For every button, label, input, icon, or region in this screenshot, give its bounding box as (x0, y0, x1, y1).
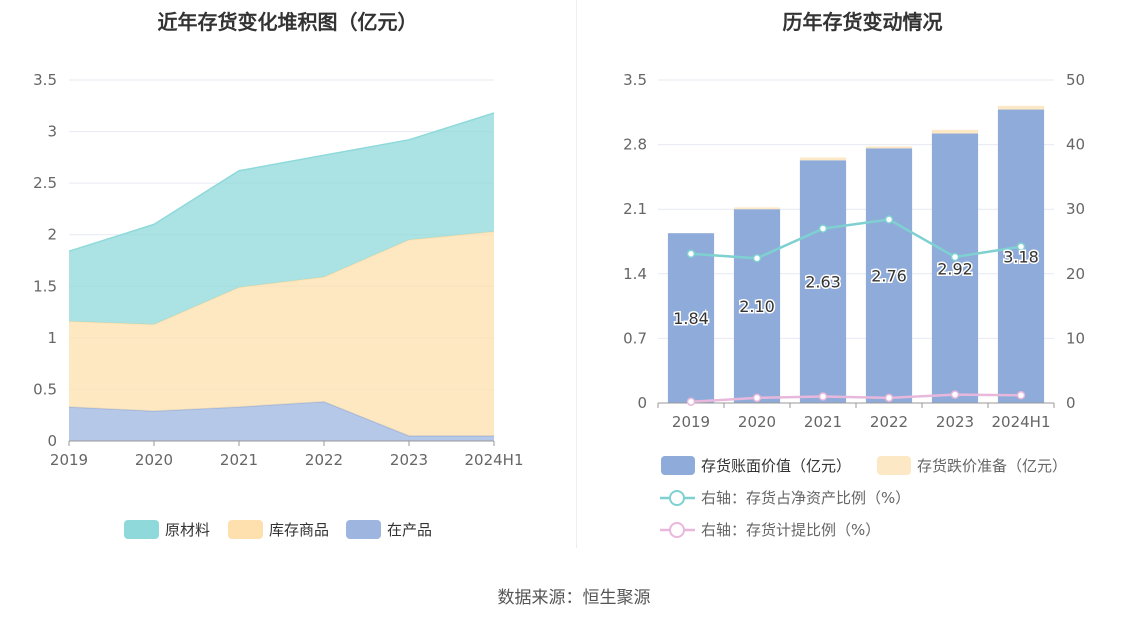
provision-ratio-line-point (884, 393, 894, 403)
provision-ratio-line-point (950, 390, 960, 399)
left-x-tick-label: 2019 (50, 451, 88, 469)
legend-net-asset-ratio-label: 右轴：存货占净资产比例（%） (701, 489, 910, 507)
legend-provision-ratio-marker (669, 522, 685, 538)
legend-impairment-reserve-label: 存货跌价准备（亿元） (917, 457, 1067, 475)
net-asset-ratio-line-point (1016, 242, 1026, 251)
right-y-tick-label: 2.8 (623, 136, 647, 154)
impairment-reserve-bar (931, 129, 979, 134)
legend-book-value-swatch (661, 456, 695, 475)
book-value-data-label: 1.84 (673, 309, 709, 328)
left-y-tick-label: 3 (47, 123, 57, 141)
provision-ratio-line-point (1016, 390, 1026, 400)
legend-raw-material-label: 原材料 (165, 521, 210, 539)
right-y-tick-label: 0 (637, 394, 647, 412)
left-x-tick-label: 2024H1 (465, 451, 524, 469)
book-value-bar (733, 209, 781, 403)
legend-finished-goods-label: 库存商品 (269, 521, 329, 539)
legend-net-asset-ratio-marker (669, 490, 685, 506)
provision-ratio-line-point (752, 393, 762, 403)
impairment-reserve-bar (865, 146, 913, 149)
left-chart-title: 近年存货变化堆积图（亿元） (157, 10, 418, 34)
right-y2-tick-label: 0 (1066, 394, 1076, 412)
provision-ratio-line (690, 393, 1022, 403)
net-asset-ratio-line-point (752, 254, 762, 263)
book-value-data-label: 2.76 (871, 267, 907, 286)
left-x-tick-label: 2023 (390, 451, 428, 469)
left-x-tick-label: 2020 (135, 451, 173, 469)
right-chart-title: 历年存货变动情况 (782, 10, 943, 34)
finished-goods-area (69, 231, 494, 436)
right-y2-tick-label: 10 (1066, 329, 1085, 347)
left-y-tick-label: 0.5 (33, 380, 57, 398)
legend-wip-swatch (346, 520, 381, 539)
right-x-tick-label: 2020 (738, 413, 776, 431)
book-value-bar (997, 109, 1045, 403)
left-y-tick-label: 1 (47, 329, 57, 347)
book-value-bar (931, 133, 979, 404)
legend-book-value-label: 存货账面价值（亿元） (701, 457, 851, 475)
right-y-tick-label: 3.5 (623, 71, 647, 89)
provision-ratio-line-point (818, 392, 828, 401)
right-y2-tick-label: 40 (1066, 136, 1085, 154)
book-value-data-label: 2.10 (739, 297, 775, 316)
book-value-bar (667, 233, 715, 403)
legend-wip-label: 在产品 (387, 521, 432, 539)
net-asset-ratio-line (690, 218, 1022, 260)
impairment-reserve-bar (799, 157, 847, 161)
legend-raw-material-swatch (124, 520, 159, 539)
left-y-tick-label: 0 (47, 432, 57, 450)
book-value-bar (799, 160, 847, 403)
left-y-tick-label: 2.5 (33, 174, 57, 192)
book-value-bar (865, 148, 913, 403)
left-x-tick-label: 2022 (305, 451, 343, 469)
right-x-tick-label: 2023 (936, 413, 974, 431)
legend-finished-goods-swatch (228, 520, 263, 539)
net-asset-ratio-line-point (884, 215, 894, 224)
provision-ratio-line-point (686, 397, 696, 406)
raw-material-area (69, 113, 494, 325)
book-value-data-label: 2.63 (805, 273, 841, 292)
book-value-data-label: 2.92 (937, 259, 973, 278)
left-x-tick-label: 2021 (220, 451, 258, 469)
legend-impairment-reserve-swatch (877, 456, 911, 475)
data-source-note: 数据来源：恒生聚源 (497, 588, 651, 608)
raw-material-area-edge (68, 112, 495, 252)
panel-divider (576, 0, 577, 548)
left-y-tick-label: 3.5 (33, 71, 57, 89)
right-y-tick-label: 0.7 (623, 329, 647, 347)
impairment-reserve-bar (997, 105, 1045, 110)
right-y2-tick-label: 30 (1066, 200, 1085, 218)
left-y-tick-label: 1.5 (33, 277, 57, 295)
left-y-tick-label: 2 (47, 226, 57, 244)
right-x-tick-label: 2022 (870, 413, 908, 431)
right-x-tick-label: 2021 (804, 413, 842, 431)
right-y-tick-label: 2.1 (623, 200, 647, 218)
net-asset-ratio-line-point (686, 249, 696, 259)
right-y-tick-label: 1.4 (623, 265, 647, 283)
right-y2-tick-label: 20 (1066, 265, 1085, 283)
legend-provision-ratio-label: 右轴：存货计提比例（%） (701, 521, 880, 539)
right-y2-tick-label: 50 (1066, 71, 1085, 89)
charts-canvas: 0 0.5 1 1.5 2 2.5 3 3.5 2019 2020 2021 2022 2023 2024… (33, 71, 1085, 539)
impairment-reserve-bar (733, 207, 781, 210)
right-x-tick-label: 2019 (672, 413, 710, 431)
net-asset-ratio-line-point (950, 252, 960, 262)
net-asset-ratio-line-point (818, 224, 828, 233)
book-value-data-label: 3.18 (1003, 247, 1039, 266)
wip-area-edge (68, 401, 494, 437)
wip-area (69, 401, 494, 441)
right-x-tick-label: 2024H1 (992, 413, 1051, 431)
